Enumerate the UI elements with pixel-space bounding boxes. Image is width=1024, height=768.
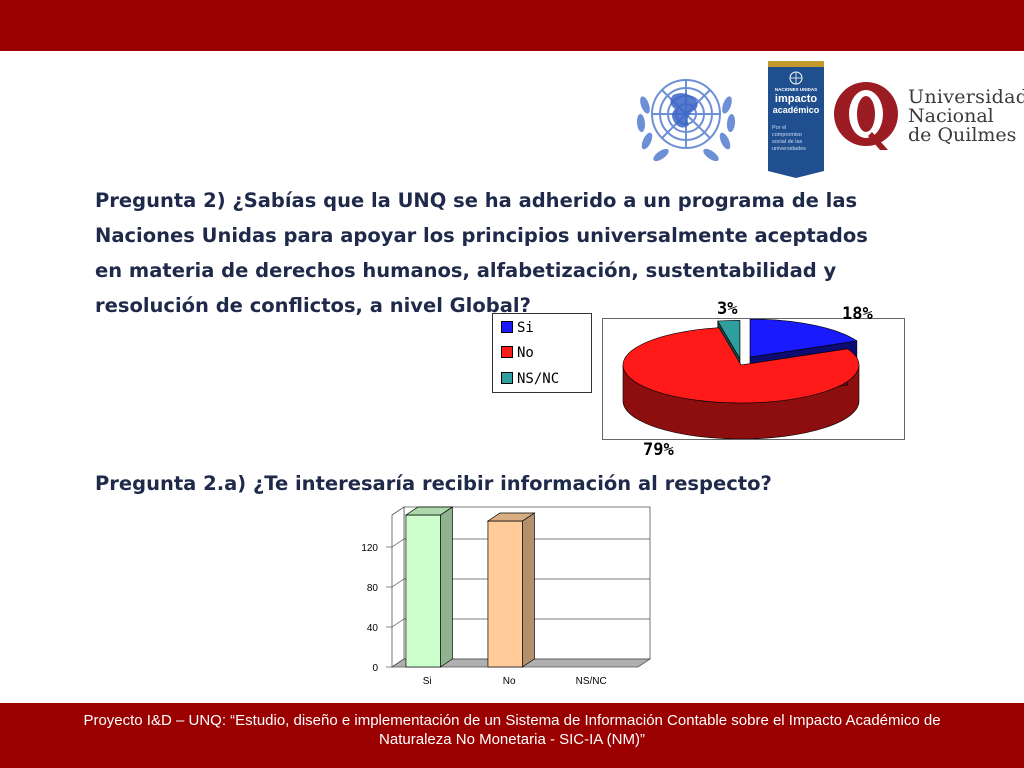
impacto-top-label: NACIONES UNIDAS bbox=[774, 87, 818, 92]
bar-y-tick-label: 120 bbox=[361, 543, 378, 554]
legend-label-nsnc: NS/NC bbox=[517, 371, 560, 387]
bar-x-label: Si bbox=[423, 676, 432, 687]
bar-si bbox=[404, 506, 454, 668]
bar-x-label: No bbox=[503, 676, 516, 687]
bar-y-tick-label: 0 bbox=[372, 663, 378, 674]
pie-slice-si bbox=[749, 318, 858, 358]
bar-gridline bbox=[391, 658, 650, 668]
bar-side-wall bbox=[391, 506, 405, 668]
legend-item-si: Si bbox=[501, 319, 534, 337]
bar-gridline bbox=[391, 578, 650, 588]
question-1-line: Pregunta 2) ¿Sabías que la UNQ se ha adh… bbox=[95, 189, 858, 212]
pie-chart bbox=[622, 318, 860, 440]
bar-y-tick-label: 80 bbox=[367, 583, 379, 594]
unq-line-1: Universidad bbox=[908, 86, 1024, 108]
legend-item-no: No bbox=[501, 344, 534, 362]
bar-x-label: NS/NC bbox=[576, 676, 607, 687]
unq-line-3: de Quilmes bbox=[908, 124, 1017, 146]
top-banner bbox=[0, 0, 1024, 51]
legend-label-no: No bbox=[517, 345, 534, 361]
legend-item-nsnc: NS/NC bbox=[501, 370, 559, 388]
question-1-line: en materia de derechos humanos, alfabeti… bbox=[95, 259, 837, 282]
footer: Proyecto I&D – UNQ: “Estudio, diseño e i… bbox=[0, 703, 1024, 768]
legend-label-si: Si bbox=[517, 320, 534, 336]
bar-gridline bbox=[391, 618, 650, 628]
bar-y-tick-label: 40 bbox=[367, 623, 379, 634]
unq-line-2: Nacional bbox=[908, 105, 994, 127]
pie-slice-nsnc bbox=[717, 320, 741, 360]
bar-gridline bbox=[391, 538, 650, 548]
question-1-line: resolución de conflictos, a nivel Global… bbox=[95, 294, 531, 317]
pie-legend: Si No NS/NC bbox=[492, 313, 592, 393]
bar-chart: 0 40 80 120 Si No NS/NC bbox=[361, 506, 652, 687]
impacto-title-1: impacto bbox=[774, 93, 818, 105]
impacto-sub-4: universidades bbox=[772, 146, 806, 152]
legend-swatch-nsnc bbox=[501, 372, 513, 384]
pie-chart-frame bbox=[602, 318, 905, 440]
impacto-sub-1: Por el bbox=[772, 125, 787, 131]
impacto-sub-3: social de las bbox=[772, 139, 803, 145]
unq-logo: Universidad Nacional de Quilmes bbox=[832, 80, 1024, 150]
legend-swatch-si bbox=[501, 321, 513, 333]
question-1: Pregunta 2) ¿Sabías que la UNQ se ha adh… bbox=[95, 183, 935, 323]
footer-line-1: Proyecto I&D – UNQ: “Estudio, diseño e i… bbox=[83, 712, 941, 729]
un-emblem-icon bbox=[636, 79, 736, 162]
pie-label-nsnc: 3% bbox=[717, 299, 738, 319]
impacto-title-2: académico bbox=[772, 105, 820, 115]
legend-swatch-no bbox=[501, 346, 513, 358]
pie-label-no: 79% bbox=[643, 440, 674, 460]
bar-no bbox=[486, 512, 536, 668]
question-2: Pregunta 2.a) ¿Te interesaría recibir in… bbox=[95, 472, 772, 495]
impacto-sub-2: compromiso bbox=[772, 132, 802, 138]
footer-line-2: Naturaleza No Monetaria - SIC-IA (NM)” bbox=[379, 731, 645, 748]
unq-q-icon bbox=[834, 82, 898, 150]
question-1-line: Naciones Unidas para apoyar los principi… bbox=[95, 224, 868, 247]
pie-slice-no bbox=[622, 327, 860, 404]
pie-label-si: 18% bbox=[842, 304, 873, 324]
impacto-academico-logo: NACIONES UNIDAS impacto académico Por el… bbox=[768, 61, 824, 178]
